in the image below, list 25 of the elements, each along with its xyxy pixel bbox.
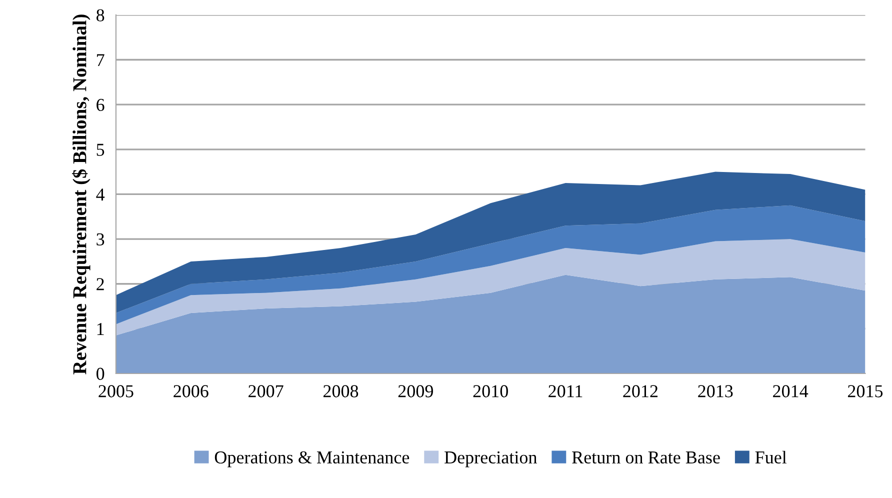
- y-tick-label: 7: [97, 54, 104, 66]
- x-tick-label: 2015: [848, 385, 883, 398]
- x-tick-label: 2011: [548, 385, 582, 398]
- y-tick-label: 8: [96, 9, 104, 22]
- y-tick-label: 3: [96, 233, 104, 246]
- x-tick-label: 2006: [174, 385, 208, 398]
- y-tick-label: 0: [96, 368, 104, 380]
- x-tick-label: 2008: [323, 385, 358, 398]
- legend-label: Return on Rate Base: [572, 452, 720, 464]
- x-tick-label: 2007: [248, 385, 284, 398]
- y-tick-label: 6: [96, 98, 104, 112]
- legend-label: Operations & Maintenance: [214, 451, 410, 468]
- x-tick-label: 2013: [698, 385, 733, 398]
- x-tick-label: 2010: [473, 385, 508, 398]
- x-tick-label: 2005: [98, 385, 134, 398]
- y-tick-label: 2: [96, 278, 104, 290]
- y-tick-label: 5: [96, 144, 104, 156]
- legend-label: Fuel: [755, 450, 787, 464]
- x-tick-label: 2009: [398, 385, 433, 398]
- y-axis-title: Revenue Requirement ($ Billions, Nominal): [72, 14, 90, 374]
- x-tick-label: 2012: [623, 385, 658, 398]
- y-tick-label: 4: [96, 188, 105, 200]
- legend-label: Depreciation: [444, 451, 537, 468]
- y-tick-label: 1: [97, 323, 104, 335]
- x-tick-label: 2014: [773, 385, 808, 398]
